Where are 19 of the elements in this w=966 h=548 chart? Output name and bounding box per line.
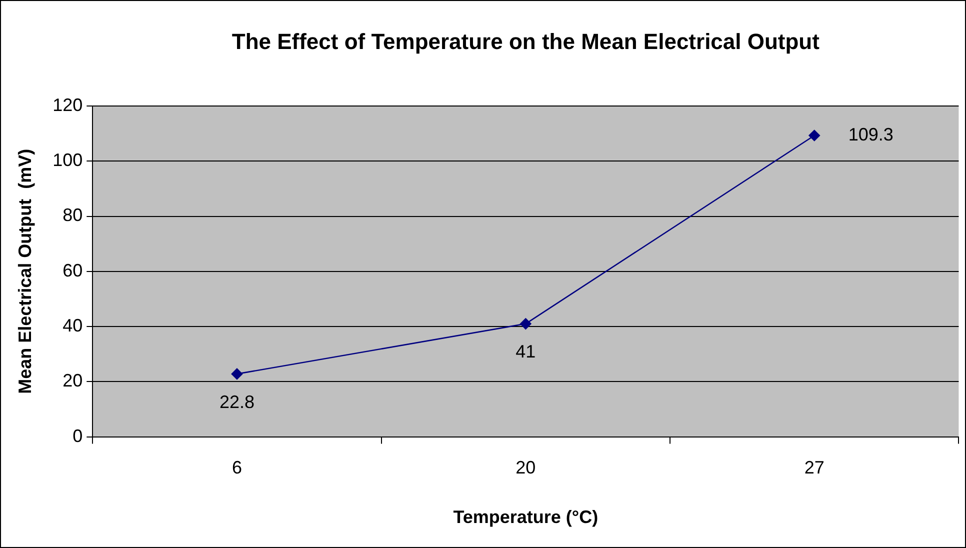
point (808, 130, 820, 142)
x-axis-title: Temperature (°C) (453, 507, 598, 528)
data-label: 109.3 (848, 124, 894, 144)
x-tick-label: 20 (516, 458, 536, 478)
y-tick-label: 60 (62, 260, 83, 280)
y-tick-label: 80 (62, 205, 83, 226)
y-axis-title: Mean Electrical Output (mV) (14, 148, 35, 394)
y-tick-label: 20 (62, 370, 83, 391)
chart-title: The Effect of Temperature on the Mean Electrical Output (232, 29, 820, 54)
data-label: 41 (516, 342, 536, 362)
y-tick-label: 40 (62, 316, 83, 336)
y-tick-label: 0 (72, 426, 83, 446)
x-tick-label: 27 (804, 458, 824, 478)
y-tick-label: 120 (52, 94, 83, 115)
data-label: 22.8 (219, 392, 254, 412)
y-tick-label: 100 (52, 150, 83, 170)
x-tick-label: 6 (232, 458, 242, 478)
point (231, 368, 243, 380)
point (520, 318, 532, 330)
